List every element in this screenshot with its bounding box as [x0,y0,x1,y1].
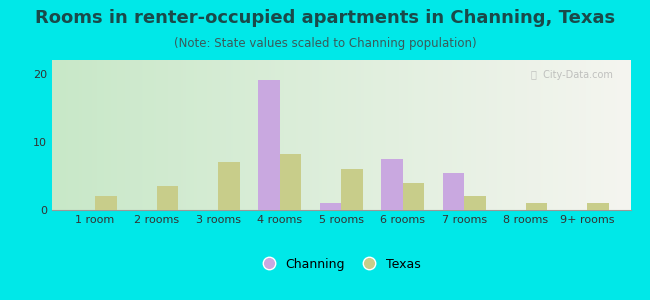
Text: Rooms in renter-occupied apartments in Channing, Texas: Rooms in renter-occupied apartments in C… [35,9,615,27]
Legend: Channing, Texas: Channing, Texas [257,253,425,276]
Bar [443,172,464,210]
Bar [280,154,301,210]
Bar [258,80,280,210]
Bar [218,162,240,210]
Bar [382,159,403,210]
Bar [526,203,547,210]
Bar [588,203,609,210]
Bar [157,186,178,210]
Bar [403,183,424,210]
Bar [341,169,363,210]
Bar [588,203,609,210]
Bar [258,80,280,210]
Bar [320,203,341,210]
Bar [95,196,116,210]
Bar [464,196,486,210]
Bar [526,203,547,210]
Bar [320,203,341,210]
Bar [403,183,424,210]
Bar [218,162,240,210]
Bar [443,172,464,210]
Bar [341,169,363,210]
Bar [280,154,301,210]
Text: (Note: State values scaled to Channing population): (Note: State values scaled to Channing p… [174,38,476,50]
Bar [157,186,178,210]
Bar [464,196,486,210]
Text: ⓘ  City-Data.com: ⓘ City-Data.com [531,70,613,80]
Bar [95,196,116,210]
Bar [382,159,403,210]
